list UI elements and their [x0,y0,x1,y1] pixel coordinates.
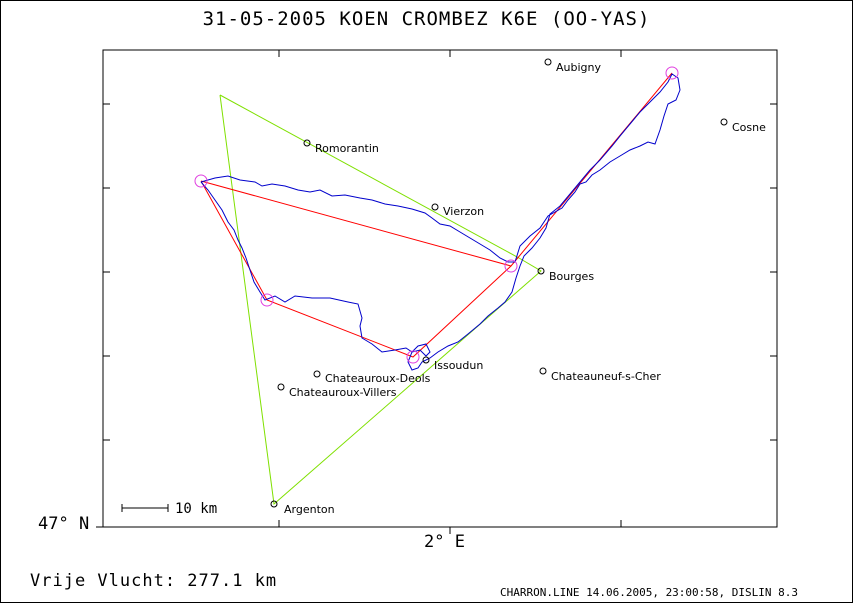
turnpoint-marker [406,350,420,364]
turnpoint-marker [665,66,679,80]
town-label: Vierzon [443,205,484,218]
town-label: Cosne [732,121,766,134]
town-label: Issoudun [434,359,483,372]
town-bourges: Bourges [537,267,594,283]
page-title: 31-05-2005 KOEN CROMBEZ K6E (OO-YAS) [202,8,651,30]
town-argenton: Argenton [270,500,335,516]
town-label: Chateauneuf-s-Cher [551,370,661,383]
turnpoint-marker [260,293,274,307]
town-marker [537,267,545,275]
town-marker [539,367,547,375]
town-chateauroux-villers: Chateauroux-Villers [277,383,397,399]
town-chateauroux-deols: Chateauroux-Deols [313,370,431,385]
turnpoint-marker [504,259,518,273]
town-label: Chateauroux-Deols [325,372,431,385]
town-label: Romorantin [315,142,379,155]
town-label: Bourges [549,270,594,283]
task-line [200,72,673,358]
axis-ticks [96,50,777,534]
town-cosne: Cosne [720,118,766,134]
town-marker [431,203,439,211]
town-aubigny: Aubigny [544,58,601,74]
town-marker [720,118,728,126]
town-label: Aubigny [556,61,601,74]
town-issoudun: Issoudun [422,356,483,372]
town-label: Argenton [284,503,335,516]
town-marker [544,58,552,66]
town-marker [422,356,430,364]
scale-bar-label: 10 km [175,501,217,517]
town-romorantin: Romorantin [303,139,379,155]
map-area [102,49,778,528]
town-marker [303,139,311,147]
scale-bar: 10 km [121,501,217,517]
latitude-label: 47° N [38,514,90,534]
town-chateauneuf: Chateauneuf-s-Cher [539,367,661,383]
turnpoint-marker [194,174,208,188]
footer-credit: CHARRON.LINE 14.06.2005, 23:00:58, DISLI… [500,586,799,599]
gps-track [200,73,681,371]
turnpoints [194,66,679,364]
town-marker [277,383,285,391]
town-vierzon: Vierzon [431,203,484,218]
free-flight-line [219,94,542,505]
free-flight-distance: Vrije Vlucht: 277.1 km [30,571,278,591]
longitude-label: 2° E [424,532,465,552]
town-label: Chateauroux-Villers [289,386,397,399]
town-marker [270,500,278,508]
town-marker [313,370,321,378]
